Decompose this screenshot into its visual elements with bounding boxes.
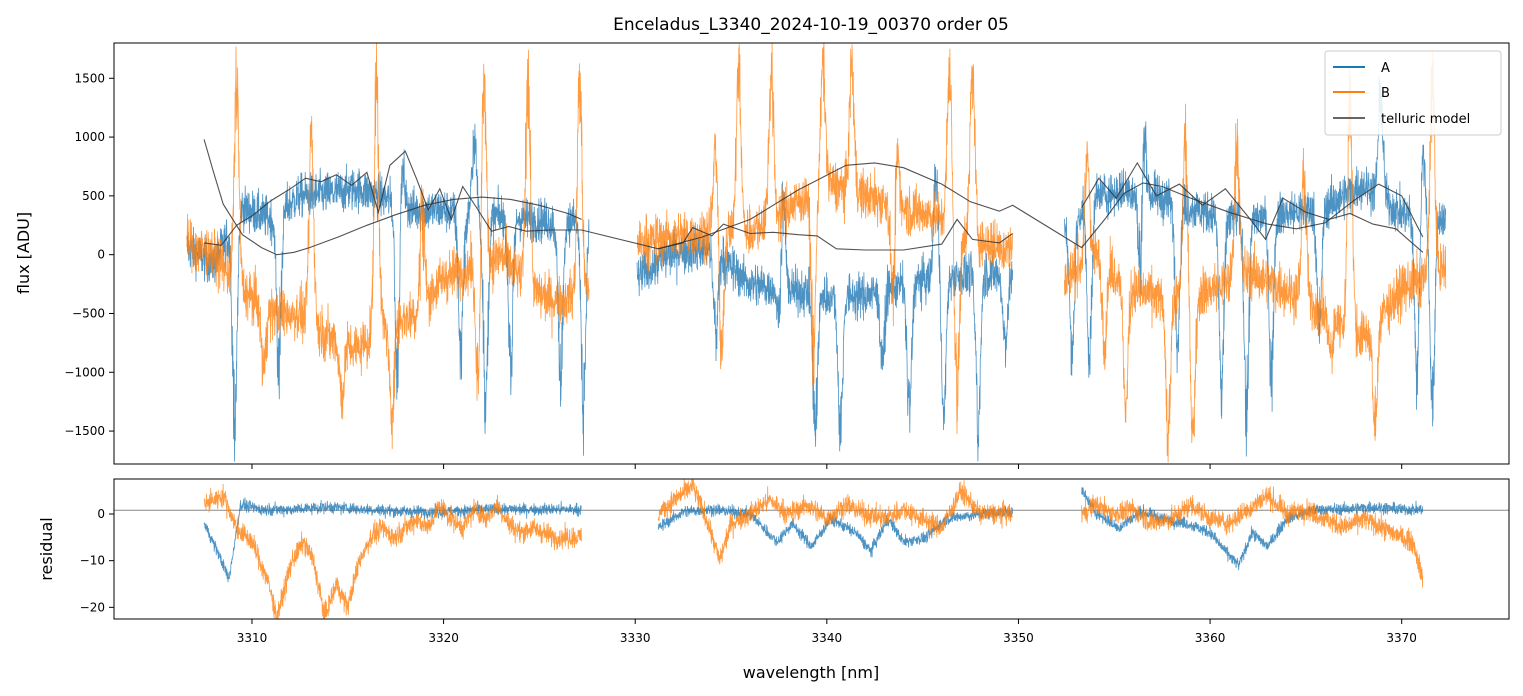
series-telluric-model-run-4 [1081, 161, 1424, 253]
bottom-panel-series [203, 479, 1424, 619]
legend-box [1324, 50, 1502, 136]
top-panel-background [114, 43, 1509, 464]
x-tick-label: 3320 [428, 631, 459, 645]
series-b-segment-2 [636, 43, 1013, 435]
x-axis-label: wavelength [nm] [743, 663, 880, 682]
top-y-tick-label: 1500 [74, 71, 105, 85]
top-y-tick-label: 1000 [74, 130, 105, 144]
legend-label-telluric: telluric model [1381, 112, 1470, 127]
top-y-axis-label: flux [ADU] [14, 212, 33, 294]
series-b-segment-1 [203, 483, 582, 619]
top-y-tick-label: −1000 [64, 365, 105, 379]
top-y-tick-label: 0 [97, 248, 105, 262]
top-y-tick-label: −1500 [64, 424, 105, 438]
x-axis: 3310 3320 3330 3340 3350 3360 3370 [237, 619, 1417, 645]
bottom-panel: −20 −10 0 3310 3320 3330 3340 3350 3360 3370 res… [37, 478, 1510, 682]
series-telluric-model-run-2 [204, 150, 1014, 251]
top-y-axis: −1500 −1000 −500 0 500 1000 1500 [64, 71, 114, 438]
x-tick-label: 3340 [812, 631, 843, 645]
x-tick-label: 3310 [237, 631, 268, 645]
top-panel-series [186, 43, 1447, 463]
bottom-y-tick-label: 0 [97, 507, 105, 521]
series-b-segment-3 [1081, 486, 1424, 588]
bottom-panel-frame [113, 478, 1510, 620]
x-tick-label: 3350 [1003, 631, 1034, 645]
legend-label-b: B [1381, 86, 1390, 101]
legend: A B telluric model [1324, 50, 1502, 136]
x-tick-label: 3370 [1386, 631, 1417, 645]
chart-title: Enceladus_L3340_2024-10-19_00370 order 0… [613, 15, 1009, 35]
x-tick-label: 3330 [620, 631, 651, 645]
series-a-segment-1 [203, 497, 582, 583]
top-x-ticks [251, 464, 1403, 469]
series-telluric-model-run-3 [658, 162, 1424, 250]
top-panel-frame [113, 42, 1510, 465]
series-a-segment-1 [186, 123, 590, 462]
series-b-segment-3 [1064, 50, 1447, 463]
bottom-y-axis-label: residual [37, 517, 56, 580]
top-y-tick-label: 500 [82, 189, 105, 203]
series-b-segment-2 [657, 479, 1013, 565]
top-panel: −1500 −1000 −500 0 500 1000 1500 flux [ADU] [14, 42, 1510, 469]
legend-label-a: A [1381, 61, 1390, 76]
series-telluric-model-run-1 [203, 139, 582, 256]
x-tick-label: 3360 [1195, 631, 1226, 645]
series-b-segment-1 [186, 43, 590, 450]
top-y-tick-label: −500 [72, 306, 105, 320]
bottom-panel-background [114, 479, 1509, 619]
bottom-y-tick-label: −20 [80, 600, 105, 614]
bottom-y-axis: −20 −10 0 [80, 507, 114, 614]
series-a-segment-2 [636, 163, 1013, 462]
bottom-y-tick-label: −10 [80, 554, 105, 568]
